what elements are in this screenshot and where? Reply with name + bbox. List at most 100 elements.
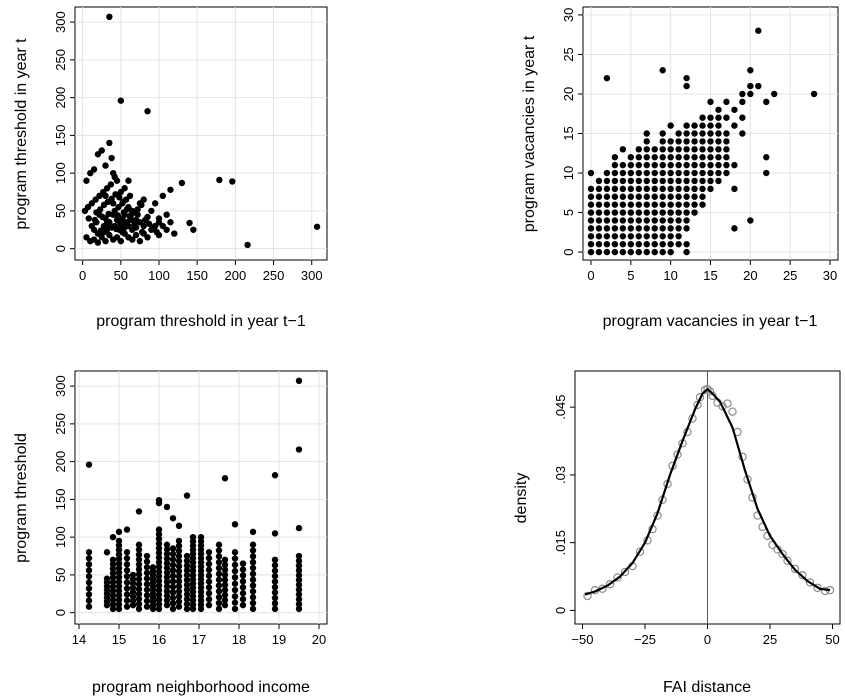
data-point bbox=[587, 169, 595, 177]
data-point bbox=[683, 154, 690, 161]
data-point bbox=[675, 138, 682, 145]
data-point bbox=[667, 209, 674, 216]
data-point bbox=[155, 605, 163, 613]
data-point bbox=[699, 201, 706, 208]
data-point bbox=[123, 526, 131, 533]
data-point bbox=[123, 579, 131, 586]
data-point bbox=[707, 185, 714, 193]
data-point bbox=[175, 598, 183, 605]
x-ticks: −50 −25 0 25 50 bbox=[571, 624, 840, 647]
data-points bbox=[85, 377, 303, 613]
data-point bbox=[123, 585, 131, 592]
data-point bbox=[249, 605, 257, 613]
data-point bbox=[115, 528, 123, 536]
data-point bbox=[707, 154, 714, 161]
data-point bbox=[106, 13, 113, 21]
data-point bbox=[190, 226, 197, 233]
data-point bbox=[109, 578, 117, 586]
data-point bbox=[651, 209, 658, 216]
data-point bbox=[249, 553, 257, 560]
data-point bbox=[186, 219, 193, 227]
observed-point bbox=[778, 549, 787, 559]
data-point bbox=[167, 219, 174, 226]
data-point bbox=[603, 185, 611, 193]
data-point bbox=[183, 605, 191, 613]
data-point bbox=[699, 154, 706, 161]
data-point bbox=[85, 549, 93, 556]
observed-point bbox=[790, 564, 800, 574]
data-point bbox=[163, 503, 171, 511]
data-point bbox=[163, 555, 171, 562]
data-point bbox=[249, 594, 257, 601]
data-point bbox=[651, 240, 658, 248]
data-point bbox=[659, 146, 666, 153]
data-point bbox=[595, 225, 603, 232]
data-point bbox=[155, 499, 163, 507]
data-point bbox=[691, 177, 698, 185]
data-point bbox=[635, 154, 642, 161]
data-point bbox=[667, 169, 674, 177]
data-point bbox=[675, 146, 682, 153]
data-point bbox=[109, 533, 117, 541]
data-point bbox=[221, 601, 229, 609]
data-point bbox=[108, 154, 115, 162]
data-point bbox=[295, 605, 303, 613]
data-point bbox=[627, 233, 635, 240]
data-point bbox=[169, 572, 177, 580]
data-point bbox=[603, 74, 611, 82]
observed-point bbox=[728, 407, 737, 416]
observed-point bbox=[613, 573, 622, 582]
data-point bbox=[143, 592, 151, 599]
observed-point bbox=[718, 402, 727, 411]
y-tick-label: 50 bbox=[53, 204, 68, 218]
y-tick-label: 10 bbox=[561, 166, 576, 180]
data-point bbox=[683, 248, 690, 256]
data-point bbox=[239, 584, 247, 591]
data-point bbox=[643, 161, 650, 169]
data-point bbox=[691, 185, 698, 193]
data-point bbox=[699, 146, 706, 153]
data-point bbox=[635, 169, 642, 177]
data-point bbox=[163, 583, 171, 590]
data-point bbox=[205, 578, 213, 585]
data-point bbox=[119, 198, 127, 206]
data-point bbox=[651, 201, 658, 208]
data-point bbox=[94, 151, 102, 158]
data-point bbox=[627, 217, 635, 224]
y-tick-label: 300 bbox=[53, 11, 68, 33]
data-point bbox=[595, 209, 603, 216]
y-ticks: 0 5 10 15 20 25 30 bbox=[561, 8, 583, 256]
data-point bbox=[619, 248, 627, 256]
data-point bbox=[313, 223, 321, 230]
data-point bbox=[189, 533, 197, 541]
x-tick-label: 150 bbox=[186, 268, 208, 283]
data-point bbox=[155, 596, 163, 603]
observed-point bbox=[673, 450, 682, 459]
data-point bbox=[295, 600, 303, 608]
data-point bbox=[155, 526, 163, 533]
data-point bbox=[94, 239, 102, 246]
data-point bbox=[135, 546, 143, 553]
data-point bbox=[271, 583, 279, 591]
data-point bbox=[619, 185, 627, 193]
data-point bbox=[183, 557, 191, 565]
data-point bbox=[707, 114, 714, 121]
x-tick-label: 300 bbox=[301, 268, 323, 283]
scatter-income-threshold: 14 15 16 17 18 19 20 0 50 100 150 200 250 300 progra… bbox=[13, 370, 328, 696]
data-point bbox=[115, 573, 123, 581]
data-point bbox=[123, 567, 131, 574]
data-point bbox=[109, 569, 117, 577]
data-point bbox=[117, 237, 125, 245]
scatter-vacancies-lag: 0 5 10 15 20 25 30 0 5 10 15 20 25 30 program vacanc… bbox=[521, 6, 839, 330]
data-point bbox=[143, 558, 151, 565]
data-point bbox=[231, 567, 239, 575]
data-point bbox=[109, 605, 117, 613]
data-point bbox=[215, 559, 223, 566]
data-point bbox=[627, 169, 635, 177]
data-point bbox=[611, 217, 619, 224]
data-point bbox=[763, 154, 770, 161]
x-tick-label: 18 bbox=[232, 632, 246, 647]
data-point bbox=[135, 571, 143, 578]
data-point bbox=[659, 193, 666, 200]
